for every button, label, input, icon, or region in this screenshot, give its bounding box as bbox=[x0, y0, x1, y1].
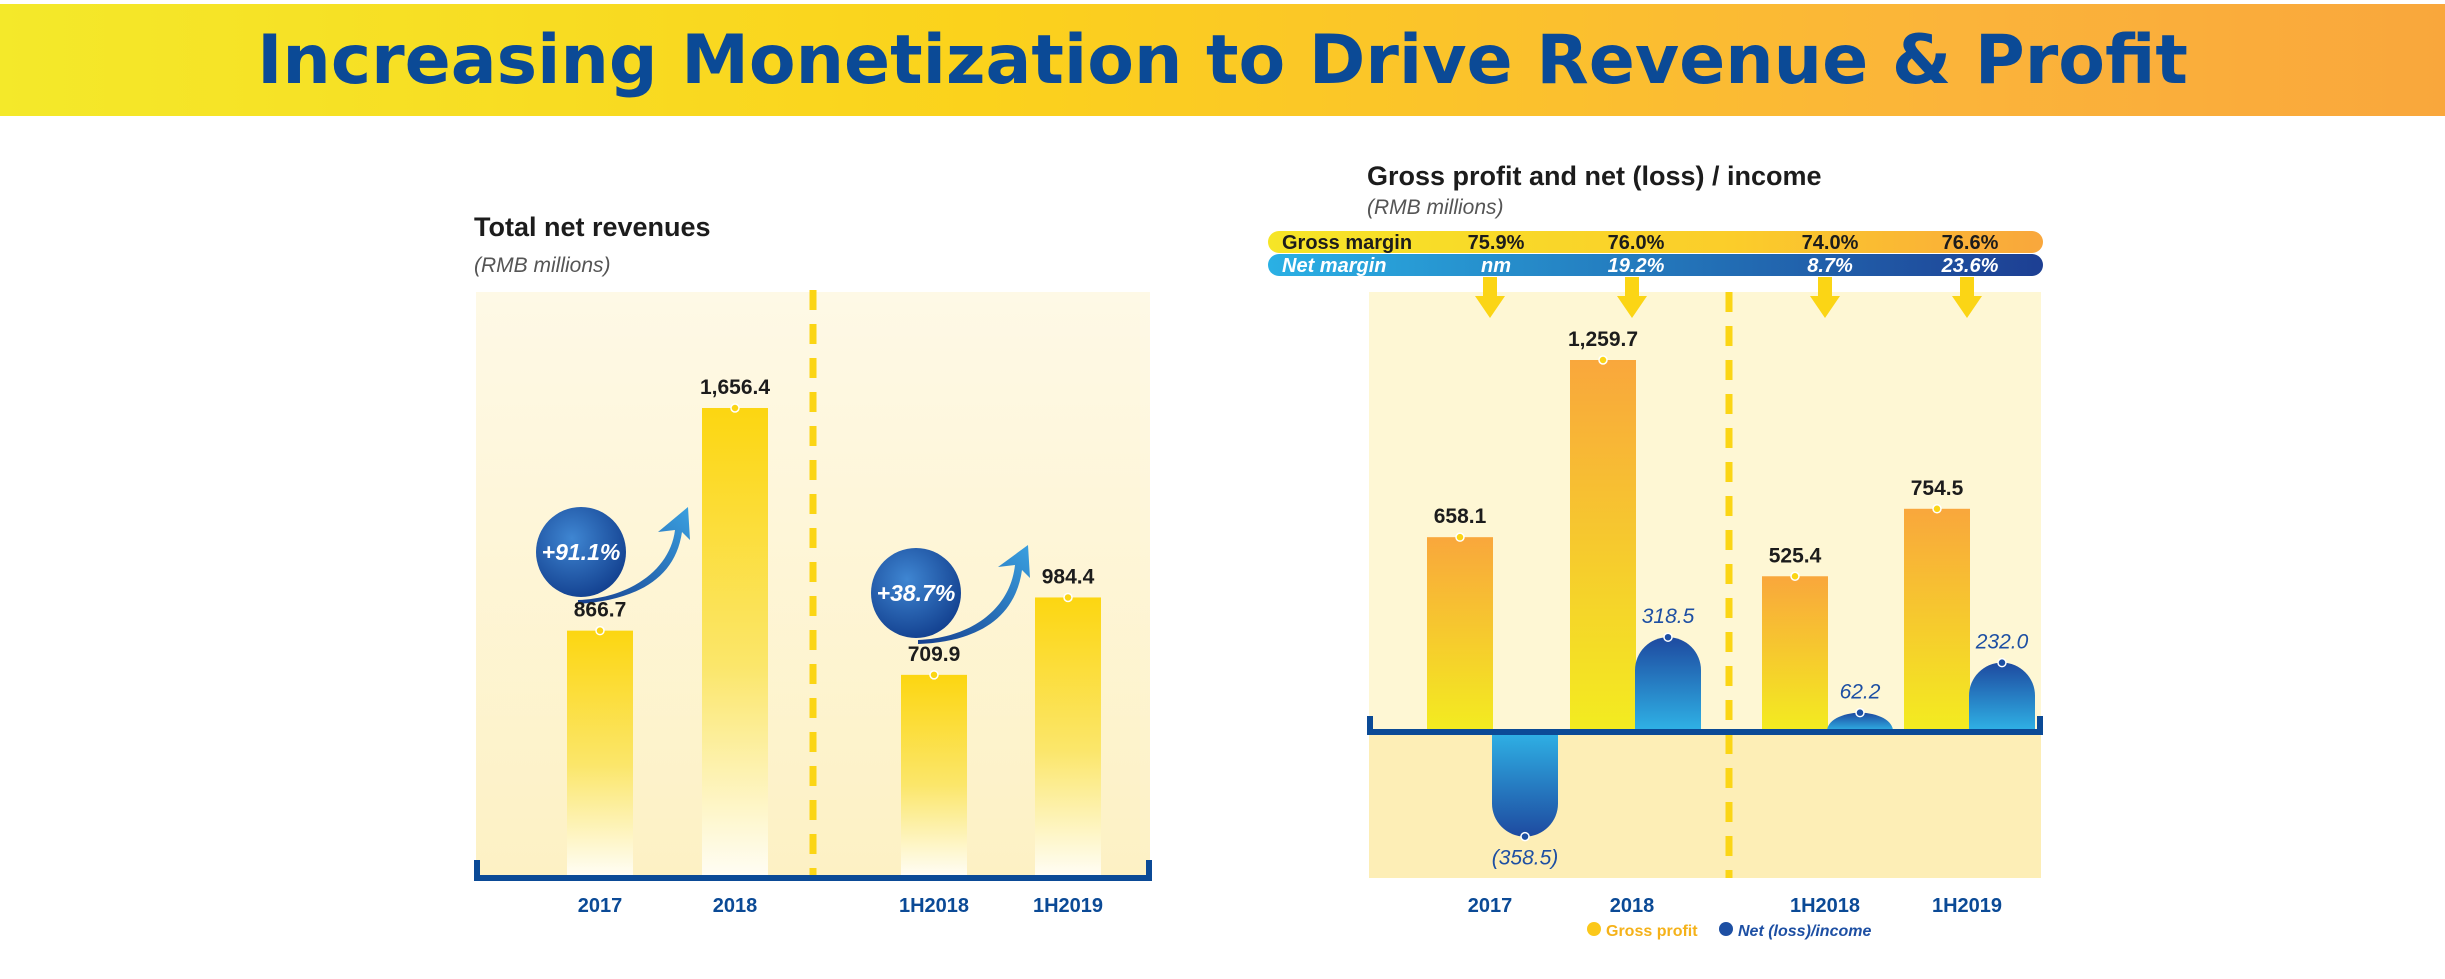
revenue-point-2017 bbox=[595, 625, 605, 636]
net-margin-band bbox=[1268, 254, 2043, 276]
gross-profit-bar-2017 bbox=[1427, 537, 1493, 731]
net-value-1h2019: 232.0 bbox=[1975, 631, 2029, 654]
revenue-point-2018 bbox=[730, 403, 740, 413]
revenue-category-1h2019: 1H2019 bbox=[1033, 895, 1103, 917]
net-margin-label: Net margin bbox=[1282, 255, 1386, 277]
revenue-chart-title: Total net revenues bbox=[474, 212, 711, 242]
net-income-bar-1h2019 bbox=[1969, 662, 2035, 731]
revenue-bar-1h2019 bbox=[1035, 597, 1101, 875]
legend-gross-profit-swatch bbox=[1587, 922, 1601, 936]
revenue-bar-2018 bbox=[702, 408, 768, 875]
revenue-value-2017: 866.7 bbox=[574, 599, 627, 622]
gross-profit-point-2018 bbox=[1598, 355, 1608, 365]
revenue-value-1h2019: 984.4 bbox=[1042, 565, 1095, 588]
growth-arrow-icon bbox=[918, 545, 1030, 644]
net-point-2018 bbox=[1663, 632, 1673, 642]
profit-category-1h2019: 1H2019 bbox=[1932, 895, 2002, 917]
net-margin-value-2018: 19.2% bbox=[1608, 255, 1665, 277]
legend-gross-profit: Gross profit bbox=[1606, 923, 1698, 940]
profit-category-2017: 2017 bbox=[1468, 895, 1513, 917]
revenue-point-1h2018 bbox=[929, 670, 939, 680]
net-income-bar-1h2018 bbox=[1827, 712, 1893, 731]
gross-profit-point-2017 bbox=[1455, 532, 1465, 542]
growth-bubble bbox=[536, 507, 626, 597]
margin-down-arrow-icon bbox=[1475, 277, 1505, 318]
gross-profit-bar-2018 bbox=[1570, 360, 1636, 731]
revenue-category-2017: 2017 bbox=[578, 895, 623, 917]
growth-arrow-icon bbox=[578, 507, 690, 604]
net-point-1h2019 bbox=[1997, 657, 2007, 668]
net-margin-value-1h2019: 23.6% bbox=[1941, 255, 1999, 277]
gross-margin-value-2018: 76.0% bbox=[1608, 232, 1665, 254]
title-banner: Increasing Monetization to Drive Revenue… bbox=[0, 4, 2445, 116]
gross-margin-band bbox=[1268, 231, 2043, 253]
gross-margin-value-1h2019: 76.6% bbox=[1942, 232, 1999, 254]
profit-category-1h2018: 1H2018 bbox=[1790, 895, 1860, 917]
revenue-category-2018: 2018 bbox=[713, 895, 758, 917]
legend-net-swatch bbox=[1719, 922, 1733, 936]
gross-profit-bar-1h2019 bbox=[1904, 508, 1970, 731]
gross-margin-label: Gross margin bbox=[1282, 232, 1412, 254]
gross-margin-value-2017: 75.9% bbox=[1468, 232, 1525, 254]
revenue-value-1h2018: 709.9 bbox=[908, 643, 961, 666]
revenue-point-1h2019 bbox=[1063, 592, 1073, 603]
growth-label-1: +91.1% bbox=[542, 539, 621, 565]
gross-margin-value-1h2018: 74.0% bbox=[1802, 232, 1859, 254]
net-value-2017: (358.5) bbox=[1492, 847, 1559, 870]
profit-category-2018: 2018 bbox=[1610, 895, 1655, 917]
net-value-2018: 318.5 bbox=[1642, 605, 1695, 628]
net-value-1h2018: 62.2 bbox=[1840, 681, 1881, 704]
margin-down-arrow-icon bbox=[1952, 277, 1982, 318]
revenue-bar-1h2018 bbox=[901, 674, 967, 875]
revenue-category-1h2018: 1H2018 bbox=[899, 895, 969, 917]
revenue-value-2018: 1,656.4 bbox=[700, 376, 770, 399]
margin-down-arrow-icon bbox=[1810, 277, 1840, 318]
profit-zero-axis bbox=[1367, 716, 2043, 735]
gross-profit-value-2018: 1,259.7 bbox=[1568, 328, 1638, 351]
growth-annotation-2017-2018: +91.1% bbox=[536, 507, 690, 604]
growth-label-2: +38.7% bbox=[877, 580, 956, 606]
net-margin-value-1h2018: 8.7% bbox=[1807, 255, 1853, 277]
net-income-bar-2018 bbox=[1635, 637, 1701, 731]
gross-profit-value-2017: 658.1 bbox=[1434, 505, 1487, 528]
growth-annotation-1h2018-1h2019: +38.7% bbox=[871, 545, 1030, 644]
legend-net-income: Net (loss)/income bbox=[1738, 923, 1871, 940]
revenue-bar-2017 bbox=[567, 630, 633, 875]
growth-bubble bbox=[871, 548, 961, 638]
net-point-1h2018 bbox=[1855, 707, 1865, 718]
gross-profit-point-1h2019 bbox=[1932, 504, 1942, 514]
net-loss-bar-2017 bbox=[1492, 731, 1558, 837]
gross-profit-point-1h2018 bbox=[1790, 571, 1800, 582]
page-title: Increasing Monetization to Drive Revenue… bbox=[257, 20, 2188, 100]
profit-chart-unit: (RMB millions) bbox=[1367, 196, 1504, 219]
profit-chart-legend: Gross profit Net (loss)/income bbox=[1587, 922, 1871, 940]
net-margin-value-2017: nm bbox=[1481, 255, 1511, 277]
profit-chart-negative-zone bbox=[1369, 732, 2041, 878]
revenue-chart-unit: (RMB millions) bbox=[474, 254, 611, 277]
gross-profit-bar-1h2018 bbox=[1762, 576, 1828, 731]
gross-profit-value-1h2018: 525.4 bbox=[1769, 544, 1822, 567]
gross-profit-value-1h2019: 754.5 bbox=[1911, 477, 1964, 500]
revenue-x-axis bbox=[474, 860, 1152, 881]
profit-chart-title: Gross profit and net (loss) / income bbox=[1367, 161, 1822, 191]
net-point-2017 bbox=[1520, 831, 1530, 842]
margin-down-arrow-icon bbox=[1617, 277, 1647, 318]
